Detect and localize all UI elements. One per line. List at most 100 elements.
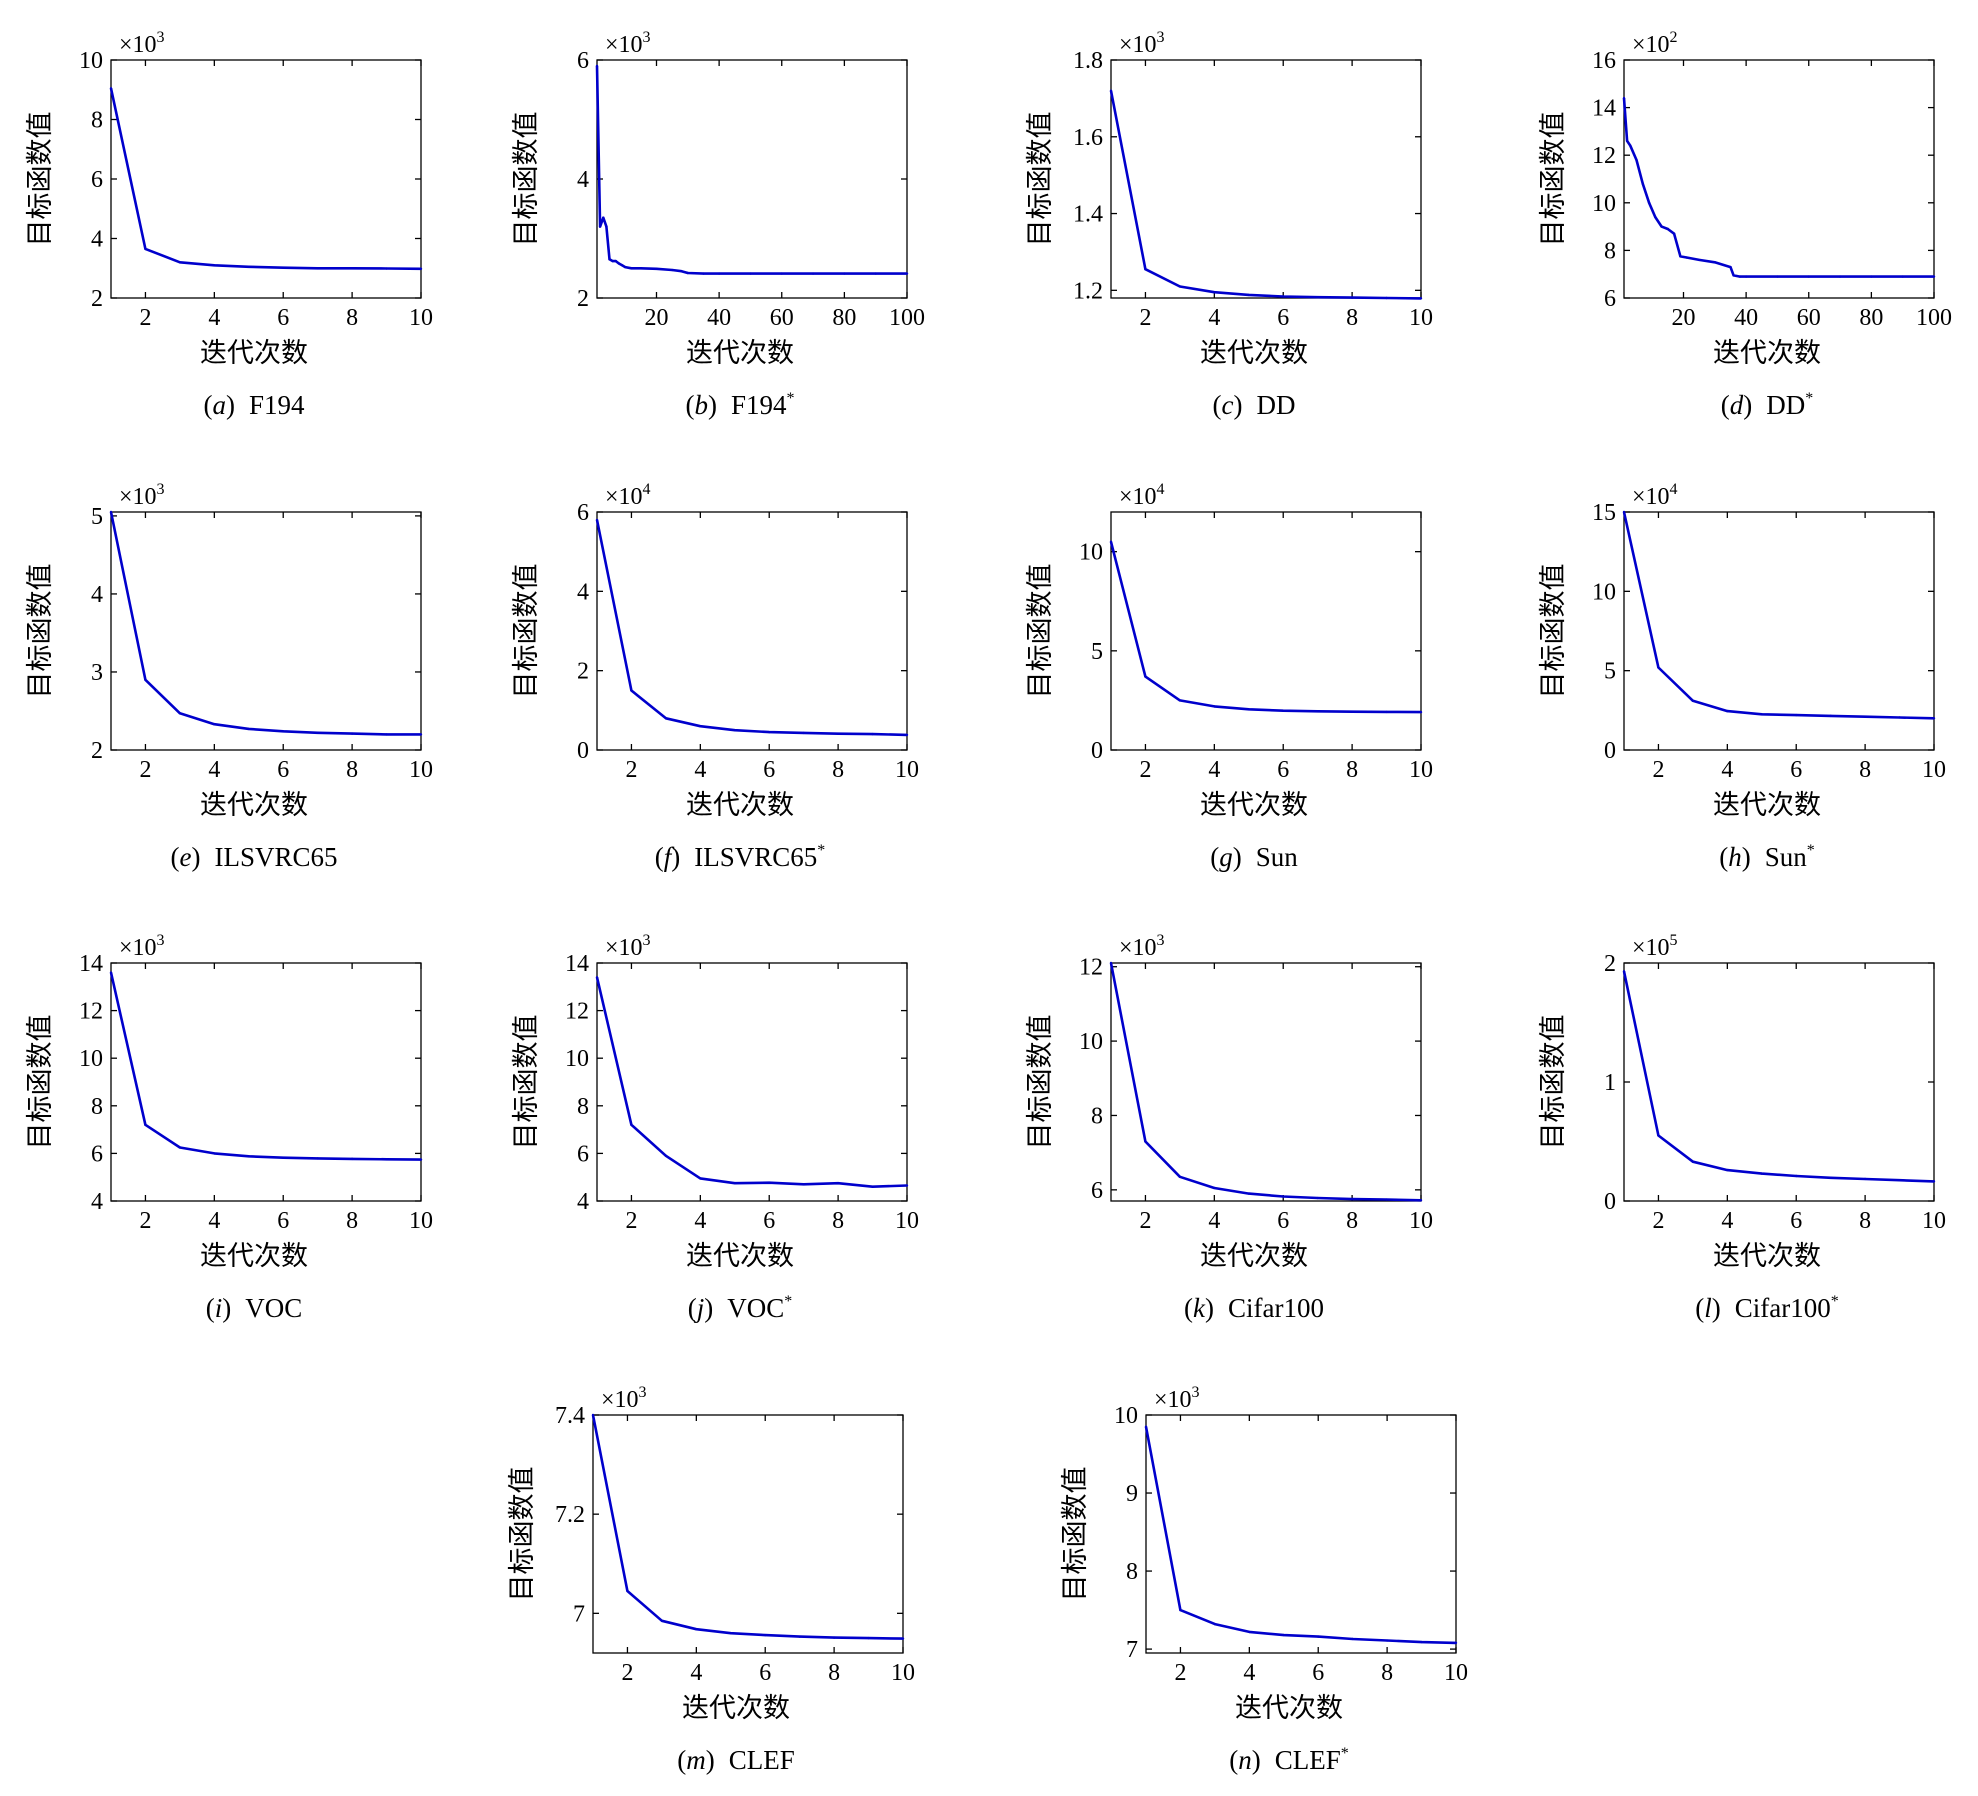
caption-letter: g [1219,842,1233,872]
data-point [1760,713,1763,716]
data-point [385,733,388,736]
y-axis-label: 目标函数值 [1025,564,1056,699]
plot-frame [110,59,422,299]
x-tick-label: 2 [625,757,637,783]
exponent-power: 4 [1157,481,1165,498]
y-tick-label: 10 [1592,579,1616,605]
data-point [699,1177,702,1180]
caption-letter: i [215,1293,223,1323]
axis-exponent: ×103 [119,481,165,510]
data-point [1625,139,1629,143]
caption-dataset: DD [1256,390,1295,420]
caption-close: ) [1233,842,1242,872]
plot-frame [596,511,908,751]
data-point [1213,291,1216,294]
data-point [867,1636,870,1640]
plot-frame [110,962,422,1202]
caption-close: ) [704,1293,713,1323]
data-point [620,264,624,267]
caption-dataset: Cifar100 [1228,1293,1324,1323]
data-point [717,272,721,275]
y-tick-label: 14 [1592,96,1616,122]
data-point [1666,227,1670,231]
plot-frame [1110,511,1422,751]
series-line [1109,962,1422,1202]
exponent-power: 4 [1670,481,1678,498]
y-tick-label: 12 [565,999,589,1025]
x-axis-label: 迭代次数 [1200,338,1308,369]
data-point [144,1123,147,1127]
data-point [695,1628,698,1631]
caption-open: ( [685,390,694,420]
caption-close: ) [706,1745,715,1775]
caption-open: ( [206,1293,215,1323]
caption-star: * [1805,390,1813,407]
x-tick-label: 8 [828,1660,840,1686]
data-point [1795,713,1798,717]
caption-dataset: VOC [727,1293,784,1323]
exponent-base: ×10 [1119,935,1157,961]
data-point [1622,96,1626,100]
y-tick-label: 1.6 [1073,125,1103,151]
data-point [1282,295,1285,298]
x-axis-label: 迭代次数 [1713,1241,1821,1272]
data-point [1732,274,1735,277]
data-point [836,732,840,735]
y-tick-label: 1.2 [1073,278,1103,304]
x-tick-label: 2 [1139,1208,1151,1234]
data-point [1635,158,1638,162]
y-tick-label: 12 [79,999,103,1025]
data-point [1385,296,1388,300]
caption-close: ) [1743,390,1752,420]
x-axis-label: 迭代次数 [1200,1241,1308,1272]
plot-frame [1110,962,1422,1202]
x-tick-label: 8 [346,305,358,331]
exponent-base: ×10 [601,1387,639,1413]
data-point [608,258,611,261]
y-tick-label: 1.8 [1073,48,1103,74]
x-tick-label: 8 [1381,1660,1393,1686]
caption-letter: k [1193,1293,1206,1323]
data-point [1109,89,1113,92]
y-axis-label: 目标函数值 [25,112,56,247]
y-axis-label: 目标函数值 [507,1467,538,1602]
data-point [1838,275,1842,278]
panel-l: 2 4 6 8 10 0 1 2 ×105 迭代次数 目标函数值 (l) Cifar100* [1538,932,1946,1323]
data-point [178,261,182,264]
caption-dataset: CLEF [1275,1745,1341,1775]
exponent-base: ×10 [1632,484,1670,510]
data-point [595,518,599,522]
caption-close: ) [1233,390,1242,420]
x-tick-label: 4 [1721,1208,1733,1234]
data-point [1351,1637,1354,1641]
plot-frame [1623,511,1935,751]
axis-exponent: ×103 [1154,1384,1200,1413]
data-point [1385,1198,1388,1201]
exponent-power: 3 [643,29,651,46]
data-point [680,270,683,273]
caption-open: ( [1184,1293,1193,1323]
caption-open: ( [1695,1293,1704,1323]
panel-caption: (b) F194* [685,390,794,420]
data-point [1213,705,1216,708]
data-point [178,712,182,715]
x-axis-label: 迭代次数 [1200,790,1308,821]
data-point [1282,709,1285,712]
data-point [1144,268,1147,271]
y-tick-label: 16 [1592,48,1616,74]
data-point [1316,296,1319,299]
y-tick-label: 4 [91,227,103,253]
y-tick-label: 10 [79,1046,103,1072]
data-point [1932,275,1936,278]
data-point [1713,261,1717,264]
axis-exponent: ×102 [1632,29,1678,58]
series-line [1109,90,1422,300]
axis-exponent: ×103 [605,932,651,961]
exponent-base: ×10 [119,32,157,58]
caption-star: * [787,390,795,407]
caption-letter: l [1704,1293,1712,1323]
exponent-base: ×10 [1632,935,1670,961]
y-axis-label: 目标函数值 [25,564,56,699]
exponent-base: ×10 [119,935,157,961]
